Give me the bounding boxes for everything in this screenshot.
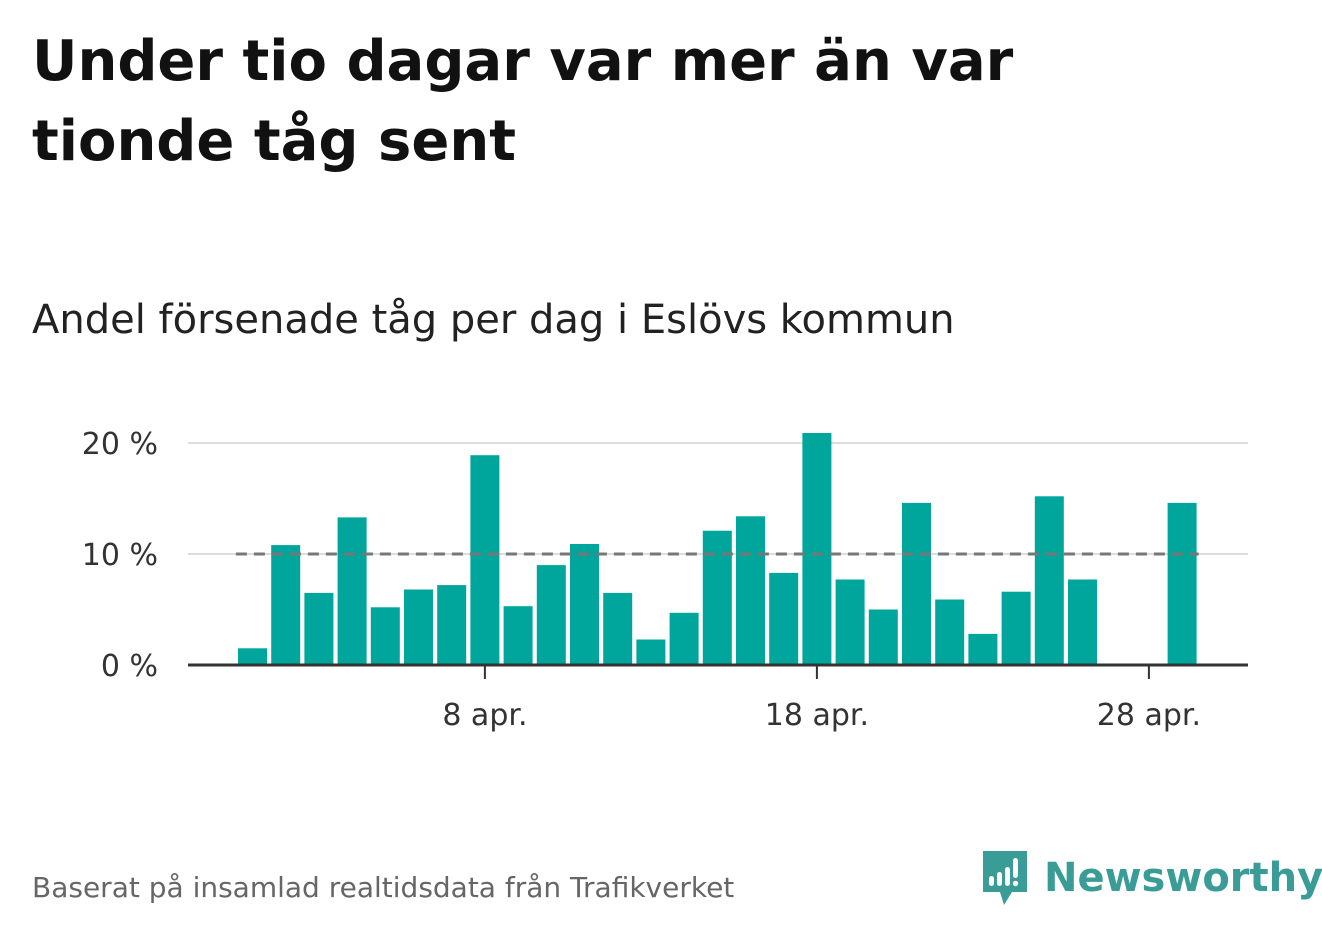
bar [1068,579,1097,665]
bar [470,455,500,665]
y-tick-label: 10 % [82,538,158,573]
bar [536,565,566,665]
bar [370,607,400,665]
bar [902,502,931,665]
newsworthy-logo: Newsworthy [980,848,1322,908]
bar [802,433,832,665]
bar-chart: 0 % 10 % 20 % 8 apr. 18 apr. 28 apr. [82,427,1248,733]
newsworthy-logo-icon [983,851,1027,905]
x-tick-label: 28 apr. [1097,698,1201,733]
bar [669,612,699,665]
bar [1167,502,1197,665]
bar [437,585,467,665]
y-tick-label: 20 % [82,427,158,462]
bar [702,530,732,665]
tick-labels: 0 % 10 % 20 % 8 apr. 18 apr. 28 apr. [82,427,1201,733]
bar [868,609,898,665]
bar [835,579,865,665]
bars [238,433,1197,665]
bar [736,516,765,665]
axes [188,663,1248,679]
bar [304,592,334,665]
bar [404,589,433,665]
bar [271,545,301,665]
bar [570,544,599,665]
bar [968,633,998,665]
bar [1034,496,1064,665]
bar [337,517,367,665]
brand-name: Newsworthy [1044,855,1322,901]
source-note: Baserat på insamlad realtidsdata från Tr… [32,871,735,904]
bar [935,599,965,665]
bar [769,572,799,665]
bar [603,592,633,665]
chart-title: Under tio dagar var mer än var tionde tå… [32,29,1014,174]
y-tick-label: 0 % [101,649,158,684]
bar [636,639,666,665]
x-tick-label: 8 apr. [442,698,527,733]
bar [1001,591,1031,665]
bar [238,648,267,665]
x-tick-label: 18 apr. [765,698,869,733]
bar [503,606,533,665]
chart-subtitle: Andel försenade tåg per dag i Eslövs kom… [32,297,955,343]
